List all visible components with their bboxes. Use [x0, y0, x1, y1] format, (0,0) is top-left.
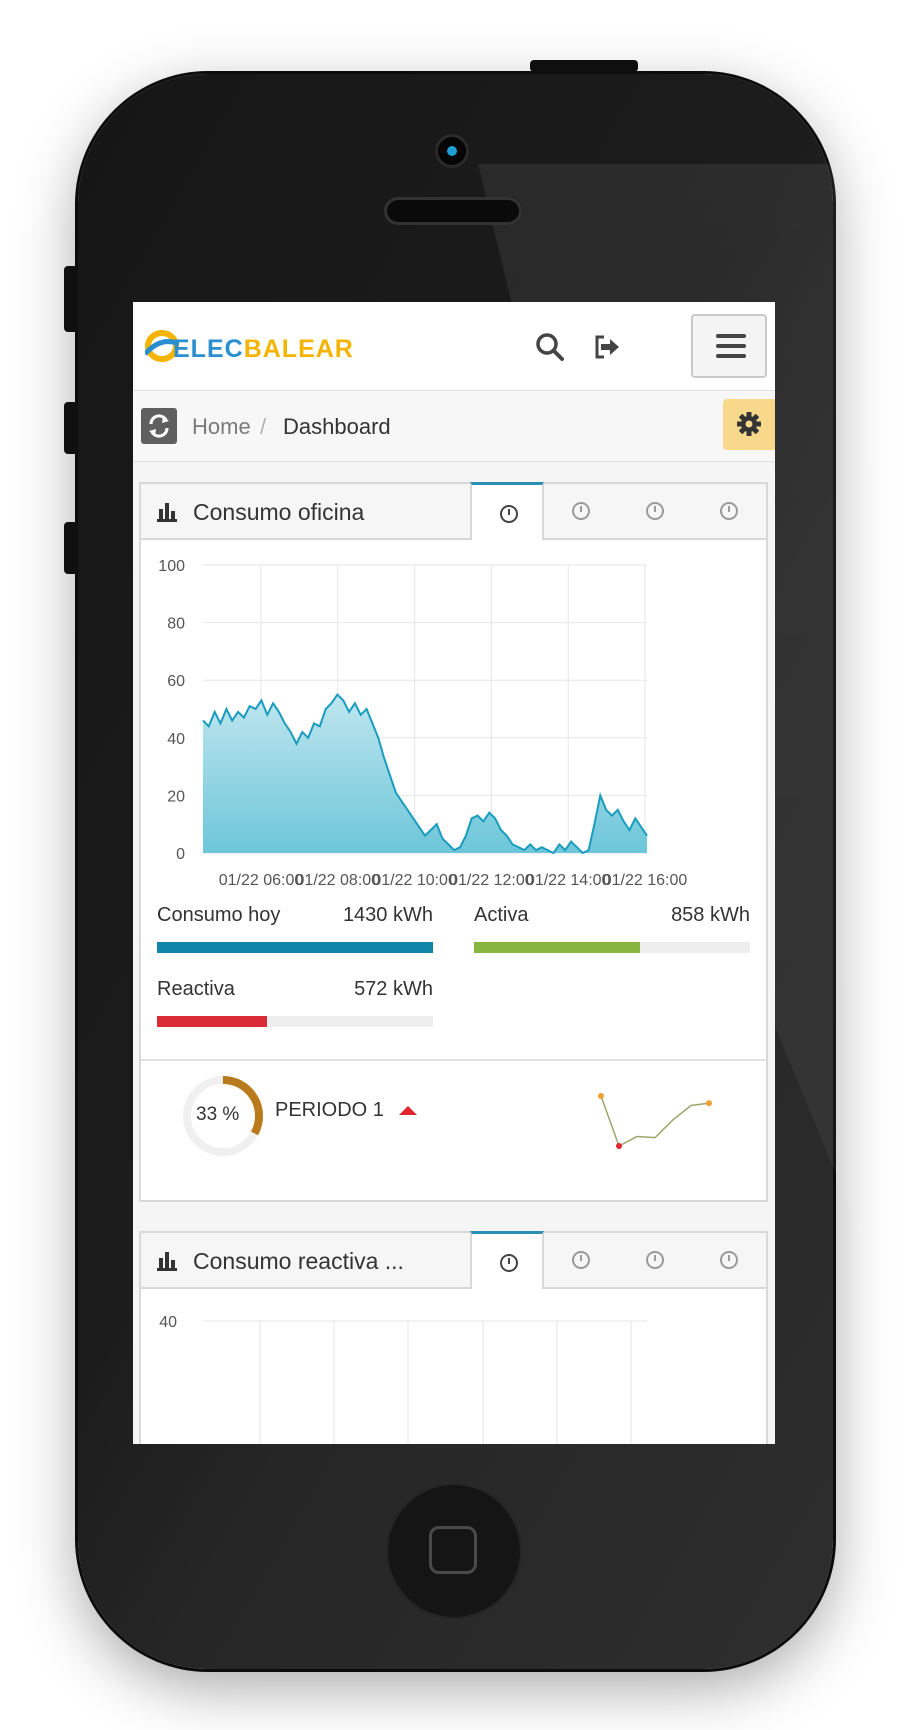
- divider: [141, 1059, 766, 1061]
- widget-consumo-oficina: Consumo oficina 100 80 60 40 20 0 01/22 06:00 0…: [139, 482, 768, 1202]
- y-tick-label: 100: [158, 558, 185, 575]
- y-tick-label: 80: [167, 616, 185, 633]
- bar-chart-icon: [157, 1252, 177, 1271]
- widget-header: Consumo reactiva ...: [141, 1231, 766, 1289]
- widget-consumo-reactiva: Consumo reactiva ... 40: [139, 1231, 768, 1444]
- widget-title: Consumo oficina: [193, 499, 365, 525]
- y-tick-label: 60: [167, 673, 185, 690]
- clock-icon: [572, 502, 590, 520]
- stat-label: Reactiva: [157, 978, 235, 1000]
- refresh-icon: [149, 414, 169, 438]
- y-tick-label: 20: [167, 788, 185, 805]
- bar-chart-icon: [157, 503, 177, 522]
- x-tick-label: 01/22 14:00: [526, 872, 611, 889]
- phone-volume-down: [64, 522, 78, 574]
- phone-screen: ELECBALEAR: [133, 302, 775, 1444]
- app-logo[interactable]: ELECBALEAR: [145, 326, 360, 368]
- period-sparkline: [598, 1093, 712, 1149]
- clock-icon: [646, 502, 664, 520]
- clock-icon: [646, 1251, 664, 1269]
- breadcrumb-current: Dashboard: [283, 414, 391, 439]
- stat-value: 858 kWh: [671, 904, 750, 926]
- period-percent: 33 %: [196, 1104, 240, 1125]
- tab-period-4[interactable]: [692, 482, 766, 538]
- sparkline-max-point: [598, 1093, 604, 1099]
- phone-volume-up: [64, 402, 78, 454]
- hamburger-menu-icon: [716, 334, 746, 338]
- x-tick-label: 01/22 06:00: [219, 872, 304, 889]
- logo-text: ELECBALEAR: [173, 335, 354, 364]
- stat-progress-bar: [157, 1016, 268, 1027]
- settings-button[interactable]: [723, 399, 775, 450]
- top-navbar: ELECBALEAR: [133, 302, 775, 391]
- breadcrumb-separator: /: [260, 414, 267, 439]
- tab-period-2[interactable]: [544, 1231, 618, 1287]
- hamburger-menu-icon-line: [716, 354, 746, 358]
- stat-progress-track: [157, 942, 433, 953]
- logo-text-balear: BALEAR: [243, 335, 354, 363]
- home-button[interactable]: [386, 1483, 522, 1619]
- stat-label: Activa: [474, 904, 529, 926]
- widget-title: Consumo reactiva ...: [193, 1248, 404, 1274]
- tab-period-1[interactable]: [470, 482, 544, 540]
- y-tick-label: 40: [159, 1314, 177, 1331]
- stat-progress-track: [157, 1016, 433, 1027]
- stat-progress-track: [474, 942, 750, 953]
- phone-silent-switch: [64, 266, 78, 332]
- tab-period-1[interactable]: [470, 1231, 544, 1289]
- sparkline-line: [600, 1095, 710, 1148]
- breadcrumb: Home / Dashboard: [133, 391, 775, 462]
- camera-icon: [438, 137, 466, 165]
- stat-progress-bar: [474, 942, 640, 953]
- clock-icon: [500, 505, 518, 523]
- tab-period-4[interactable]: [692, 1231, 766, 1287]
- stat-label: Consumo hoy: [157, 904, 281, 926]
- gear-icon: [737, 412, 761, 436]
- clock-icon: [572, 1251, 590, 1269]
- trend-up-icon: [399, 1106, 417, 1115]
- consumo-reactiva-chart: 40: [159, 1314, 647, 1444]
- speaker-grill: [384, 197, 522, 225]
- y-tick-label: 40: [167, 731, 185, 748]
- clock-icon: [720, 502, 738, 520]
- widget-header: Consumo oficina: [141, 482, 766, 540]
- x-tick-label: 01/22 08:00: [296, 872, 381, 889]
- series-line: [202, 693, 648, 855]
- hamburger-menu-icon-line: [716, 344, 746, 348]
- breadcrumb-home-link[interactable]: Home: [192, 414, 251, 439]
- period-label: PERIODO 1: [275, 1099, 384, 1121]
- stat-value: 572 kWh: [354, 978, 433, 1000]
- tab-period-3[interactable]: [618, 1231, 692, 1287]
- x-tick-label: 01/22 10:00: [372, 872, 457, 889]
- stat-value: 1430 kWh: [342, 904, 433, 926]
- x-tick-label: 01/22 12:00: [449, 872, 534, 889]
- sparkline-min-point: [616, 1143, 622, 1149]
- period-summary: 33 % PERIODO 1: [141, 1061, 766, 1191]
- refresh-button[interactable]: [141, 408, 177, 444]
- phone-power-button: [530, 60, 638, 72]
- x-tick-label: 01/22 16:00: [603, 872, 688, 889]
- period-donut-chart: [183, 1076, 263, 1156]
- sign-out-icon[interactable]: [592, 332, 622, 362]
- stat-progress-bar: [157, 942, 433, 953]
- tab-period-2[interactable]: [544, 482, 618, 538]
- y-tick-label: 0: [176, 846, 185, 863]
- tab-period-3[interactable]: [618, 482, 692, 538]
- hamburger-menu-button[interactable]: [691, 314, 767, 378]
- search-icon[interactable]: [535, 332, 565, 362]
- donut-value-arc: [183, 1076, 263, 1156]
- sparkline-last-point: [706, 1100, 712, 1107]
- series-area: [203, 694, 647, 853]
- clock-icon: [720, 1251, 738, 1269]
- clock-icon: [500, 1254, 518, 1272]
- logo-text-elec: ELEC: [173, 335, 244, 363]
- logo-swoosh-icon: [145, 330, 179, 362]
